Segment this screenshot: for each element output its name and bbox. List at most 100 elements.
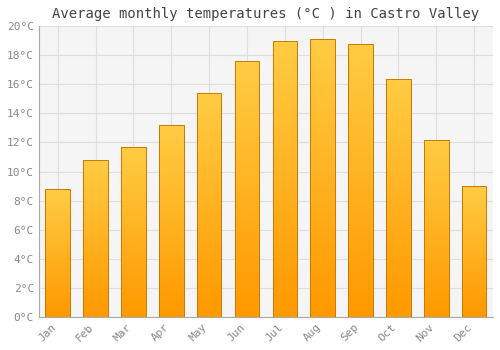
Bar: [424, 157, 448, 161]
Bar: [121, 160, 146, 164]
Bar: [121, 296, 146, 300]
Bar: [121, 167, 146, 171]
Bar: [386, 112, 410, 117]
Bar: [46, 253, 70, 255]
Bar: [348, 71, 373, 77]
Bar: [462, 186, 486, 189]
Bar: [159, 244, 184, 248]
Bar: [272, 217, 297, 223]
Bar: [197, 111, 222, 116]
Bar: [197, 209, 222, 214]
Bar: [386, 93, 410, 98]
Bar: [310, 56, 335, 62]
Bar: [424, 164, 448, 168]
Bar: [348, 246, 373, 251]
Bar: [348, 279, 373, 284]
Bar: [84, 238, 108, 242]
Bar: [234, 112, 260, 117]
Bar: [272, 311, 297, 317]
Bar: [46, 191, 70, 194]
Bar: [84, 245, 108, 248]
Bar: [121, 195, 146, 198]
Bar: [159, 156, 184, 160]
Bar: [310, 39, 335, 45]
Bar: [84, 307, 108, 310]
Bar: [234, 266, 260, 271]
Bar: [197, 218, 222, 223]
Bar: [84, 235, 108, 238]
Bar: [84, 195, 108, 197]
Bar: [121, 205, 146, 208]
Bar: [462, 212, 486, 215]
Bar: [159, 294, 184, 298]
Bar: [272, 74, 297, 79]
Bar: [121, 307, 146, 310]
Bar: [386, 217, 410, 222]
Bar: [46, 245, 70, 248]
Bar: [84, 213, 108, 216]
Bar: [197, 142, 222, 147]
Bar: [424, 292, 448, 295]
Bar: [197, 299, 222, 303]
Bar: [234, 189, 260, 194]
Bar: [121, 232, 146, 235]
Bar: [424, 232, 448, 235]
Bar: [386, 169, 410, 174]
Bar: [462, 251, 486, 254]
Bar: [348, 55, 373, 60]
Bar: [197, 165, 222, 169]
Bar: [348, 186, 373, 191]
Bar: [310, 278, 335, 284]
Bar: [348, 257, 373, 262]
Bar: [84, 310, 108, 314]
Bar: [462, 254, 486, 257]
Bar: [272, 195, 297, 201]
Bar: [84, 301, 108, 304]
Bar: [386, 150, 410, 155]
Bar: [159, 213, 184, 217]
Bar: [462, 186, 486, 317]
Bar: [272, 278, 297, 284]
Bar: [386, 193, 410, 198]
Bar: [159, 267, 184, 271]
Bar: [84, 264, 108, 267]
Bar: [234, 122, 260, 128]
Bar: [272, 107, 297, 113]
Bar: [310, 128, 335, 134]
Bar: [84, 254, 108, 257]
Bar: [424, 214, 448, 218]
Bar: [121, 225, 146, 229]
Bar: [348, 235, 373, 240]
Bar: [462, 299, 486, 301]
Bar: [46, 222, 70, 225]
Bar: [121, 222, 146, 225]
Bar: [159, 225, 184, 229]
Bar: [272, 41, 297, 46]
Bar: [234, 148, 260, 153]
Bar: [272, 234, 297, 239]
Bar: [121, 177, 146, 181]
Bar: [46, 291, 70, 294]
Bar: [348, 229, 373, 235]
Bar: [310, 112, 335, 117]
Bar: [424, 154, 448, 157]
Bar: [234, 61, 260, 317]
Bar: [46, 301, 70, 304]
Bar: [46, 276, 70, 279]
Bar: [46, 215, 70, 217]
Bar: [234, 143, 260, 148]
Bar: [386, 264, 410, 269]
Bar: [46, 266, 70, 268]
Bar: [310, 306, 335, 311]
Bar: [121, 171, 146, 174]
Bar: [121, 198, 146, 201]
Bar: [159, 136, 184, 140]
Bar: [462, 270, 486, 272]
Bar: [386, 222, 410, 226]
Bar: [46, 289, 70, 291]
Bar: [46, 199, 70, 202]
Bar: [386, 212, 410, 217]
Bar: [272, 68, 297, 74]
Bar: [272, 118, 297, 124]
Bar: [84, 219, 108, 223]
